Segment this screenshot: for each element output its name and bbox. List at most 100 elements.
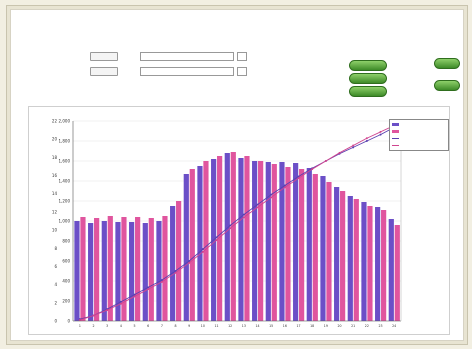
cumulative-point xyxy=(160,279,163,282)
y2-tick-label: 20 xyxy=(52,137,58,142)
bar-series-b xyxy=(340,191,346,321)
x-tick-label: 10 xyxy=(201,324,205,328)
bar-series-b xyxy=(285,167,291,321)
cumulative-point xyxy=(160,280,163,283)
cumulative-point xyxy=(174,271,177,274)
y-tick-label: 1,200 xyxy=(59,199,71,204)
green-action-button-1[interactable] xyxy=(349,60,387,71)
bars-layer xyxy=(74,152,400,321)
bar-series-b xyxy=(326,182,332,321)
action-button-group xyxy=(343,52,393,102)
filter-dropdown[interactable] xyxy=(140,52,234,61)
cumulative-point xyxy=(379,130,382,133)
legend-swatch xyxy=(392,145,399,146)
cumulative-line-1 xyxy=(79,126,395,320)
bar-series-b xyxy=(80,217,86,321)
y-tick-label: 600 xyxy=(62,259,70,264)
bar-series-b xyxy=(312,174,318,321)
cumulative-point xyxy=(119,302,122,305)
cumulative-point xyxy=(174,270,177,272)
cumulative-point xyxy=(297,177,300,180)
bar-series-a xyxy=(388,219,394,321)
filter-box[interactable] xyxy=(237,52,247,61)
bar-series-a xyxy=(334,187,340,321)
cumulative-point xyxy=(338,151,341,154)
bar-series-a xyxy=(74,221,80,321)
bar-series-a xyxy=(238,158,244,321)
x-tick-label: 3 xyxy=(106,324,108,328)
y2-tick-label: 0 xyxy=(54,319,57,324)
bar-series-a xyxy=(375,207,381,321)
bar-series-b xyxy=(230,152,236,321)
green-action-button-2[interactable] xyxy=(349,73,387,84)
cumulative-point xyxy=(270,193,273,196)
bar-series-a xyxy=(156,221,162,321)
y2-tick-label: 22 xyxy=(52,119,58,124)
cumulative-point xyxy=(78,319,81,322)
cumulative-point xyxy=(147,288,150,291)
cumulative-point xyxy=(215,239,218,242)
x-tick-label: 15 xyxy=(269,324,273,328)
filter-button[interactable] xyxy=(90,67,118,76)
bar-series-b xyxy=(176,201,182,321)
x-tick-label: 22 xyxy=(365,324,369,328)
cumulative-point xyxy=(229,224,232,227)
bar-series-a xyxy=(101,221,107,321)
x-tick-label: 23 xyxy=(378,324,382,328)
y2-tick-label: 14 xyxy=(52,191,58,196)
x-tick-label: 19 xyxy=(324,324,328,328)
legend-item-3 xyxy=(392,135,446,142)
y2-tick-label: 8 xyxy=(54,246,57,251)
green-right-button-1[interactable] xyxy=(434,58,460,69)
bar-series-b xyxy=(94,218,100,321)
cumulative-point xyxy=(297,175,300,178)
bar-series-b xyxy=(381,210,387,321)
chart-area: 0 200 400 600 800 1,000 1,200 1,400 1,600 1,800 2,… xyxy=(28,106,450,335)
cumulative-point xyxy=(133,295,136,298)
green-right-button-2[interactable] xyxy=(434,80,460,91)
filter-dropdown[interactable] xyxy=(140,67,234,76)
legend-swatch xyxy=(392,123,399,126)
y2-tick-label: 6 xyxy=(54,264,57,269)
x-tick-label: 18 xyxy=(310,324,314,328)
app-panel: 0 200 400 600 800 1,000 1,200 1,400 1,600 1,800 2,… xyxy=(10,9,464,341)
y2-tick-label: 2 xyxy=(54,300,57,305)
x-tick-label: 11 xyxy=(214,324,218,328)
x-tick-label: 24 xyxy=(392,324,396,328)
x-tick-label: 4 xyxy=(120,324,122,328)
bar-series-b xyxy=(258,161,264,321)
x-tick-label: 17 xyxy=(296,324,300,328)
x-tick-label: 2 xyxy=(92,324,94,328)
filter-row-2 xyxy=(29,67,247,76)
cumulative-point xyxy=(365,140,368,142)
x-tick-label: 6 xyxy=(147,324,149,328)
bar-series-b xyxy=(299,169,305,321)
cumulative-point xyxy=(256,206,259,209)
y-tick-label: 200 xyxy=(62,299,70,304)
cumulative-point xyxy=(311,168,314,171)
cumulative-point xyxy=(201,250,204,253)
cumulative-point xyxy=(147,286,150,289)
bar-series-a xyxy=(265,162,271,321)
bar-series-a xyxy=(197,166,203,321)
bar-series-a xyxy=(293,163,299,321)
bar-series-a xyxy=(88,223,94,321)
bar-series-b xyxy=(203,161,209,321)
bar-series-a xyxy=(361,202,367,321)
filter-button[interactable] xyxy=(90,52,118,61)
bar-series-b xyxy=(217,156,223,321)
bar-series-a xyxy=(129,222,135,321)
bar-series-a xyxy=(142,223,148,321)
filter-box[interactable] xyxy=(237,67,247,76)
bar-series-a xyxy=(252,161,258,321)
x-tick-label: 7 xyxy=(161,324,163,328)
green-action-button-3[interactable] xyxy=(349,86,387,97)
legend-swatch xyxy=(392,130,399,133)
bar-series-a xyxy=(115,222,121,321)
bar-series-a xyxy=(224,153,230,321)
cumulative-point xyxy=(188,261,191,264)
cumulative-point xyxy=(106,309,109,312)
y2-tick-label: 12 xyxy=(52,209,58,214)
x-tick-label: 20 xyxy=(337,324,341,328)
cumulative-point xyxy=(256,203,259,206)
